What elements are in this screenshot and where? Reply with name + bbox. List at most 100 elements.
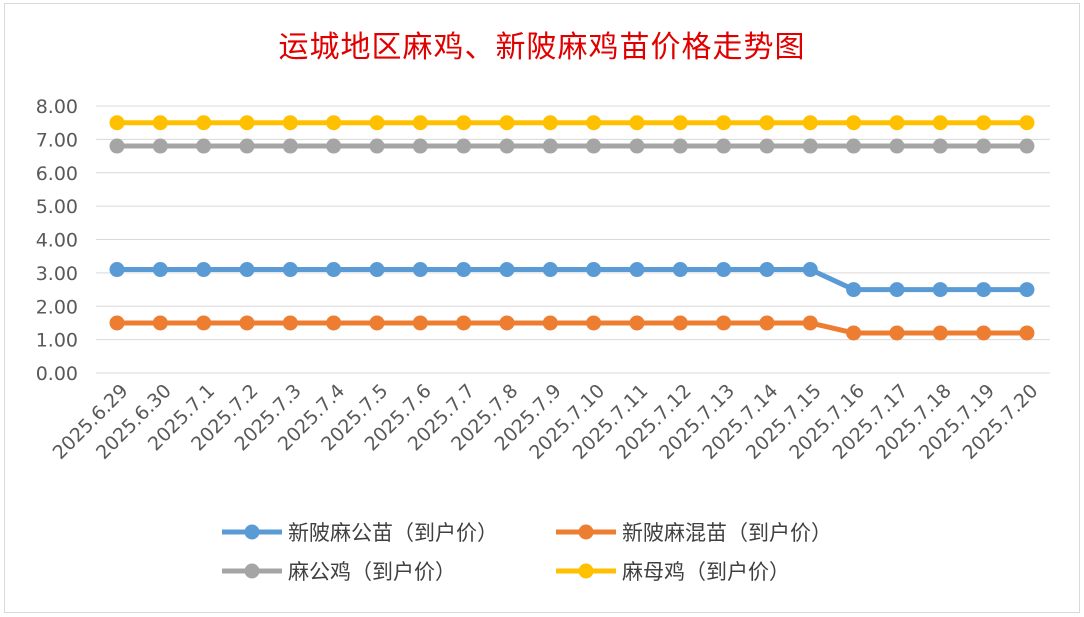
data-point[interactable] bbox=[542, 262, 558, 278]
data-point[interactable] bbox=[282, 315, 298, 331]
y-tick-label: 8.00 bbox=[36, 96, 78, 118]
data-point[interactable] bbox=[542, 115, 558, 131]
data-point[interactable] bbox=[802, 138, 818, 154]
data-point[interactable] bbox=[759, 262, 775, 278]
data-point[interactable] bbox=[976, 138, 992, 154]
data-point[interactable] bbox=[412, 262, 428, 278]
data-point[interactable] bbox=[412, 138, 428, 154]
data-point[interactable] bbox=[412, 315, 428, 331]
data-point[interactable] bbox=[152, 315, 168, 331]
chart-area[interactable] bbox=[4, 3, 1080, 613]
data-point[interactable] bbox=[369, 315, 385, 331]
data-point[interactable] bbox=[976, 115, 992, 131]
legend-item[interactable]: 新陂麻公苗（到户价） bbox=[222, 521, 498, 545]
data-point[interactable] bbox=[326, 138, 342, 154]
data-point[interactable] bbox=[629, 262, 645, 278]
chart-title: 运城地区麻鸡、新陂麻鸡苗价格走势图 bbox=[278, 30, 806, 65]
data-point[interactable] bbox=[456, 138, 472, 154]
data-point[interactable] bbox=[889, 282, 905, 298]
data-point[interactable] bbox=[109, 138, 125, 154]
data-point[interactable] bbox=[1019, 282, 1035, 298]
data-point[interactable] bbox=[716, 315, 732, 331]
data-point[interactable] bbox=[282, 262, 298, 278]
data-point[interactable] bbox=[759, 115, 775, 131]
data-point[interactable] bbox=[196, 315, 212, 331]
data-point[interactable] bbox=[196, 262, 212, 278]
data-point[interactable] bbox=[152, 115, 168, 131]
data-point[interactable] bbox=[369, 262, 385, 278]
data-point[interactable] bbox=[499, 315, 515, 331]
data-point[interactable] bbox=[586, 262, 602, 278]
data-point[interactable] bbox=[716, 115, 732, 131]
data-point[interactable] bbox=[759, 315, 775, 331]
data-point[interactable] bbox=[326, 262, 342, 278]
data-point[interactable] bbox=[196, 115, 212, 131]
data-point[interactable] bbox=[412, 115, 428, 131]
data-point[interactable] bbox=[499, 262, 515, 278]
data-point[interactable] bbox=[932, 282, 948, 298]
data-point[interactable] bbox=[716, 138, 732, 154]
data-point[interactable] bbox=[239, 262, 255, 278]
data-point[interactable] bbox=[499, 138, 515, 154]
data-point[interactable] bbox=[282, 138, 298, 154]
data-point[interactable] bbox=[282, 115, 298, 131]
data-point[interactable] bbox=[542, 138, 558, 154]
data-point[interactable] bbox=[586, 138, 602, 154]
data-point[interactable] bbox=[889, 325, 905, 341]
data-point[interactable] bbox=[932, 115, 948, 131]
data-point[interactable] bbox=[629, 315, 645, 331]
data-point[interactable] bbox=[239, 315, 255, 331]
data-point[interactable] bbox=[932, 325, 948, 341]
data-point[interactable] bbox=[846, 282, 862, 298]
data-point[interactable] bbox=[672, 262, 688, 278]
y-axis-ticks: 0.00 1.00 2.00 3.00 4.00 5.00 6.00 7.00 8.00 bbox=[36, 96, 78, 385]
data-point[interactable] bbox=[326, 315, 342, 331]
data-point[interactable] bbox=[326, 115, 342, 131]
data-point[interactable] bbox=[672, 138, 688, 154]
legend-item[interactable]: 新陂麻混苗（到户价） bbox=[556, 521, 832, 545]
data-point[interactable] bbox=[542, 315, 558, 331]
data-point[interactable] bbox=[976, 282, 992, 298]
data-point[interactable] bbox=[109, 115, 125, 131]
data-point[interactable] bbox=[846, 325, 862, 341]
data-point[interactable] bbox=[672, 315, 688, 331]
data-point[interactable] bbox=[109, 262, 125, 278]
data-point[interactable] bbox=[802, 262, 818, 278]
data-point[interactable] bbox=[846, 115, 862, 131]
data-point[interactable] bbox=[196, 138, 212, 154]
data-point[interactable] bbox=[846, 138, 862, 154]
data-point[interactable] bbox=[456, 315, 472, 331]
data-point[interactable] bbox=[759, 138, 775, 154]
data-point[interactable] bbox=[109, 315, 125, 331]
data-point[interactable] bbox=[456, 115, 472, 131]
data-point[interactable] bbox=[456, 262, 472, 278]
data-point[interactable] bbox=[629, 138, 645, 154]
data-point[interactable] bbox=[369, 138, 385, 154]
data-point[interactable] bbox=[152, 138, 168, 154]
data-point[interactable] bbox=[499, 115, 515, 131]
data-point[interactable] bbox=[889, 115, 905, 131]
data-point[interactable] bbox=[1019, 115, 1035, 131]
legend-item[interactable]: 麻母鸡（到户价） bbox=[556, 560, 790, 584]
data-point[interactable] bbox=[802, 115, 818, 131]
data-point[interactable] bbox=[152, 262, 168, 278]
data-point[interactable] bbox=[1019, 138, 1035, 154]
data-point[interactable] bbox=[586, 315, 602, 331]
data-point[interactable] bbox=[932, 138, 948, 154]
data-point[interactable] bbox=[239, 115, 255, 131]
data-point[interactable] bbox=[976, 325, 992, 341]
series-0 bbox=[109, 262, 1035, 298]
data-point[interactable] bbox=[1019, 325, 1035, 341]
data-point[interactable] bbox=[802, 315, 818, 331]
x-axis-ticks: 2025.6.292025.6.302025.7.12025.7.22025.7… bbox=[49, 380, 1043, 464]
data-point[interactable] bbox=[629, 115, 645, 131]
data-point[interactable] bbox=[239, 138, 255, 154]
y-tick-label: 2.00 bbox=[36, 296, 78, 318]
data-point[interactable] bbox=[889, 138, 905, 154]
data-point[interactable] bbox=[716, 262, 732, 278]
data-point[interactable] bbox=[369, 115, 385, 131]
data-point[interactable] bbox=[672, 115, 688, 131]
legend-item[interactable]: 麻公鸡（到户价） bbox=[222, 560, 456, 584]
data-point[interactable] bbox=[586, 115, 602, 131]
series-2 bbox=[109, 138, 1035, 154]
